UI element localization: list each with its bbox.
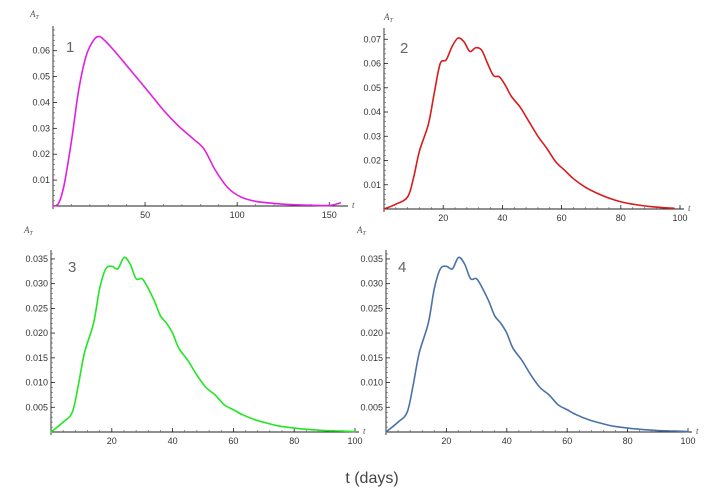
y-tick-label: 0.03 — [32, 123, 50, 133]
x-tick-label: 80 — [616, 213, 626, 223]
series-line-2 — [383, 37, 675, 210]
y-tick-label: 0.035 — [25, 254, 48, 264]
y-tick-label: 0.04 — [363, 107, 381, 117]
x-tick-label: 60 — [557, 213, 567, 223]
chart-panel-3: 20 40 60 80 100 0.005 0.010 0.015 0.020 0.025 0.03… — [23, 225, 366, 446]
x-axis-variable: t — [688, 203, 691, 213]
y-tick-label: 0.025 — [25, 303, 48, 313]
series-line-4 — [385, 256, 689, 433]
series-line-3 — [50, 256, 356, 433]
x-tick-label: 150 — [322, 210, 337, 220]
y-tick-label: 0.005 — [360, 402, 383, 412]
chart-panel-2: 20 40 60 80 100 0.01 0.02 0.03 0.04 0.05 0.06 0.07 t… — [363, 12, 691, 223]
y-tick-label: 0.02 — [32, 149, 50, 159]
x-tick-label: 100 — [347, 436, 362, 446]
x-tick-label: 100 — [230, 210, 245, 220]
y-tick-label: 0.04 — [32, 97, 50, 107]
panel-number: 3 — [68, 259, 76, 276]
y-tick-label: 0.07 — [363, 34, 381, 44]
y-tick-label: 0.06 — [363, 59, 381, 69]
figure-x-label: t (days) — [345, 470, 398, 487]
x-axis-variable: t — [696, 426, 699, 436]
y-tick-label: 0.03 — [363, 131, 381, 141]
y-tick-label: 0.02 — [363, 156, 381, 166]
x-tick-label: 60 — [562, 436, 572, 446]
x-tick-label: 20 — [107, 436, 117, 446]
y-tick-label: 0.035 — [360, 254, 383, 264]
y-tick-label: 0.015 — [360, 353, 383, 363]
y-axis-variable: AT — [383, 12, 394, 24]
y-tick-label: 0.030 — [360, 279, 383, 289]
x-tick-label: 40 — [502, 436, 512, 446]
x-tick-label: 80 — [289, 436, 299, 446]
x-tick-label: 80 — [623, 436, 633, 446]
panel-number: 1 — [66, 39, 74, 56]
y-axis-variable: AT — [23, 225, 34, 237]
y-tick-label: 0.030 — [25, 279, 48, 289]
y-tick-label: 0.05 — [32, 72, 50, 82]
y-tick-label: 0.005 — [25, 402, 48, 412]
y-tick-label: 0.020 — [360, 328, 383, 338]
x-tick-label: 60 — [228, 436, 238, 446]
y-tick-label: 0.025 — [360, 303, 383, 313]
x-tick-label: 50 — [140, 210, 150, 220]
x-tick-label: 40 — [168, 436, 178, 446]
y-tick-label: 0.05 — [363, 83, 381, 93]
panel-number: 4 — [398, 259, 406, 276]
x-axis-variable: t — [352, 200, 355, 210]
chart-panel-4: 20 40 60 80 100 0.005 0.010 0.015 0.020 0.025 0.03… — [356, 225, 699, 446]
x-tick-label: 100 — [680, 436, 695, 446]
series-line-1 — [52, 35, 342, 207]
y-tick-label: 0.010 — [25, 378, 48, 388]
x-tick-label: 100 — [672, 213, 687, 223]
x-tick-label: 40 — [497, 213, 507, 223]
x-tick-label: 20 — [438, 213, 448, 223]
y-tick-label: 0.06 — [32, 46, 50, 56]
y-tick-label: 0.01 — [363, 180, 381, 190]
y-tick-label: 0.010 — [360, 378, 383, 388]
panel-number: 2 — [400, 40, 408, 57]
x-axis-variable: t — [363, 426, 366, 436]
x-tick-label: 20 — [441, 436, 451, 446]
y-axis-variable: AT — [29, 9, 40, 21]
y-tick-label: 0.020 — [25, 328, 48, 338]
y-axis-variable: AT — [356, 225, 367, 237]
y-tick-label: 0.01 — [32, 175, 50, 185]
y-tick-label: 0.015 — [25, 353, 48, 363]
chart-panel-1: 50 100 150 0.01 0.02 0.03 0.04 0.05 0.06 t AT 1 — [29, 9, 355, 220]
